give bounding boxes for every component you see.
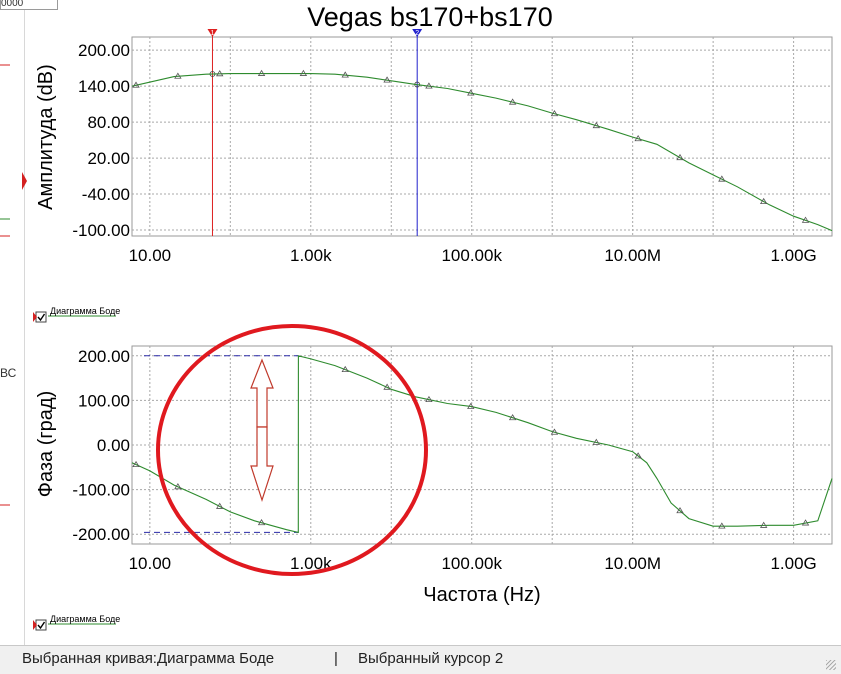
arrow-down-icon <box>250 426 274 502</box>
y-tick-label: 100.00 <box>78 391 130 410</box>
legend-bottom-check-icon <box>37 621 46 630</box>
chart-title: Vegas bs170+bs170 <box>307 2 552 32</box>
phase-jump-arrow <box>250 358 274 502</box>
series-marker <box>174 483 182 490</box>
x-tick-label: 100.00k <box>441 246 502 265</box>
legend-top-label: Диаграмма Боде <box>50 306 120 316</box>
amplitude-markers <box>132 69 810 223</box>
x-tick-label: 10.00 <box>129 554 172 573</box>
amplitude-plot-area <box>131 36 833 237</box>
y-tick-label: 80.00 <box>87 113 130 132</box>
series-marker <box>383 76 391 83</box>
series-marker <box>676 153 684 161</box>
y-tick-label: 200.00 <box>78 347 130 366</box>
x-tick-label: 1.00G <box>770 554 816 573</box>
series-marker <box>718 522 726 529</box>
cursor-handle-icon[interactable] <box>412 29 423 37</box>
cursor-label: 1 <box>211 30 215 37</box>
y-tick-label: 20.00 <box>87 149 130 168</box>
legend-bottom-pointer-icon <box>33 620 37 630</box>
phase-panel: 10.00 1.00k 100.00k 10.00M 1.00G 200.00 100.00… <box>35 324 833 606</box>
series-marker <box>508 98 517 105</box>
highlight-circle <box>156 324 428 576</box>
x-tick-label: 10.00 <box>129 246 172 265</box>
cursor-handle-icon[interactable] <box>207 29 218 37</box>
series-marker <box>676 507 684 514</box>
amplitude-tick-labels: 10.00 1.00k 100.00k 10.00M 1.00G 200.00 140.00… <box>72 41 816 265</box>
series-marker <box>801 519 810 526</box>
series-marker <box>257 69 266 76</box>
x-tick-label: 1.00k <box>290 554 332 573</box>
series-marker <box>759 197 768 205</box>
series-marker <box>425 82 433 89</box>
legend-top-check-icon <box>37 313 46 322</box>
y-tick-label: -200.00 <box>72 525 130 544</box>
x-tick-label: 10.00M <box>604 246 661 265</box>
left-panel-strip <box>0 0 25 673</box>
status-separator: | <box>334 650 338 667</box>
y-tick-label: -100.00 <box>72 221 130 240</box>
series-marker <box>132 460 140 468</box>
series-marker <box>341 71 349 78</box>
legend-bottom[interactable]: Диаграмма Боде <box>33 614 120 631</box>
series-marker <box>216 502 224 509</box>
series-marker <box>634 452 642 459</box>
x-tick-label: 100.00k <box>441 554 502 573</box>
series-marker <box>592 438 601 445</box>
amplitude-series-line[interactable] <box>131 73 833 232</box>
series-marker <box>174 72 182 79</box>
amplitude-y-axis-label: Амплитуда (dB) <box>35 64 57 210</box>
phase-y-axis-label: Фаза (град) <box>35 391 57 497</box>
series-marker <box>467 89 475 96</box>
top-value-field[interactable]: 0000 <box>0 0 58 10</box>
series-marker <box>508 414 517 421</box>
panel-pointer-icon <box>22 172 27 190</box>
cursor-label: 2 <box>415 30 419 37</box>
legend-top[interactable]: Диаграмма Боде <box>33 306 120 323</box>
resize-grip[interactable] <box>826 660 836 670</box>
side-panel-label: ВС <box>0 366 17 380</box>
series-marker <box>132 81 140 88</box>
amplitude-panel: 10.00 1.00k 100.00k 10.00M 1.00G 200.00 140.00… <box>35 2 833 265</box>
legend-bottom-label: Диаграмма Боде <box>50 614 120 624</box>
series-marker <box>634 134 642 142</box>
status-selected-cursor: Выбранный курсор 2 <box>358 650 504 667</box>
phase-markers <box>132 365 810 529</box>
series-marker <box>299 69 308 76</box>
y-tick-label: -40.00 <box>82 185 130 204</box>
y-tick-label: 0.00 <box>97 436 130 455</box>
phase-x-axis-label: Частота (Hz) <box>423 584 540 606</box>
series-marker <box>592 121 601 129</box>
phase-tick-labels: 10.00 1.00k 100.00k 10.00M 1.00G 200.00 100.00… <box>72 347 816 573</box>
x-tick-label: 1.00k <box>290 246 332 265</box>
series-marker <box>801 216 810 223</box>
series-marker <box>550 428 559 435</box>
phase-grid <box>132 346 832 544</box>
status-selected-curve: Выбранная кривая:Диаграмма Боде <box>22 650 275 667</box>
phase-dashed-levels <box>144 355 299 533</box>
series-marker <box>759 521 768 528</box>
series-marker <box>341 365 349 373</box>
legend-top-pointer-icon <box>33 312 37 322</box>
series-marker <box>718 175 726 182</box>
series-marker <box>383 383 391 390</box>
series-marker <box>550 109 559 117</box>
x-tick-label: 10.00M <box>604 554 661 573</box>
status-bar: Выбранная кривая:Диаграмма Боде | Выбран… <box>0 645 841 674</box>
series-marker <box>257 518 266 526</box>
y-tick-label: 200.00 <box>78 41 130 60</box>
x-tick-label: 1.00G <box>770 246 816 265</box>
series-marker <box>467 402 475 409</box>
amplitude-grid <box>132 37 832 236</box>
y-tick-label: 140.00 <box>78 77 130 96</box>
series-marker <box>216 70 224 77</box>
series-marker <box>425 395 433 403</box>
y-tick-label: -100.00 <box>72 481 130 500</box>
